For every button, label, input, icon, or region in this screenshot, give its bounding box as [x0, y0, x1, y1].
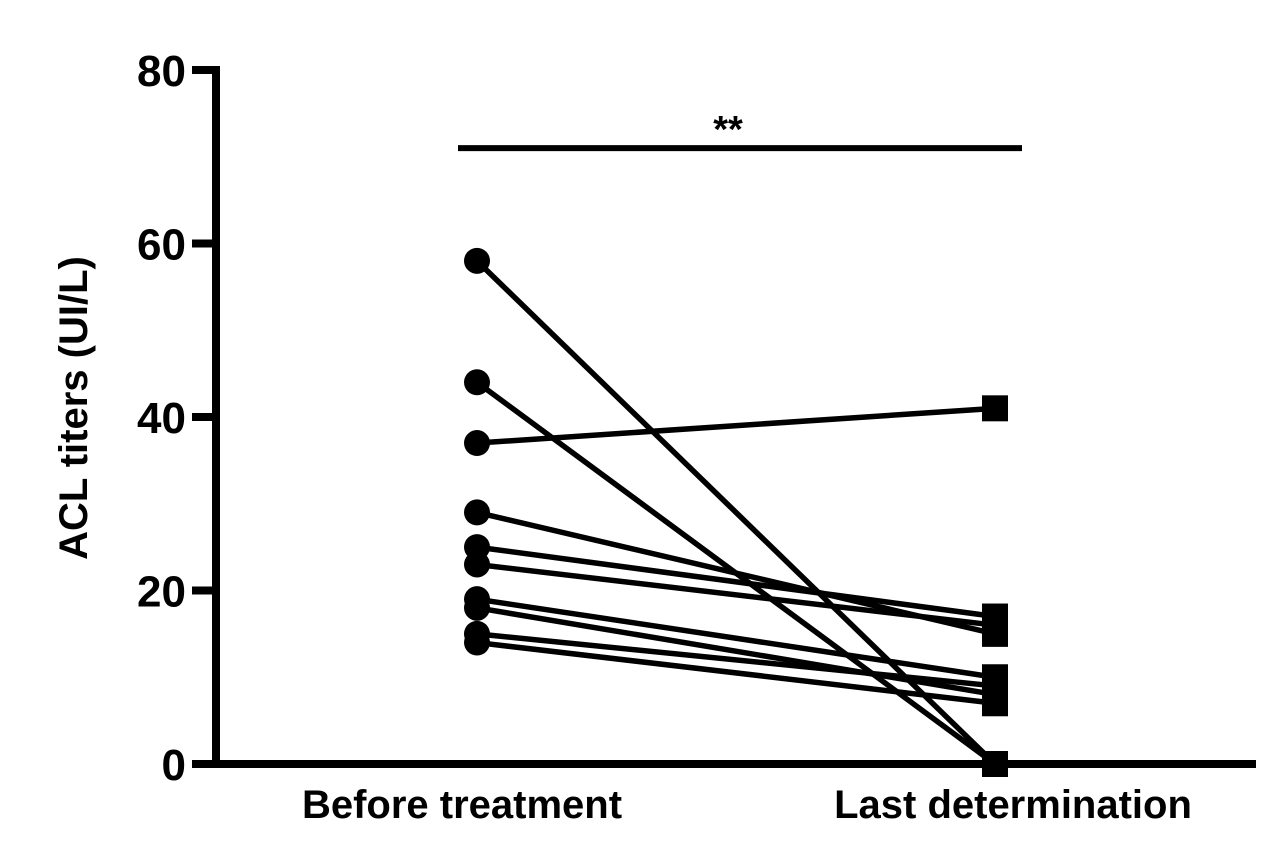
- paired-line: [474, 639, 998, 707]
- before-point: [464, 499, 490, 526]
- before-point: [464, 430, 490, 457]
- y-tick-label: 20: [137, 568, 186, 617]
- paired-line: [474, 596, 998, 680]
- y-tick-label: 60: [137, 221, 186, 270]
- paired-lines-layer: [474, 258, 998, 767]
- x-tick-label-after: Last determination: [834, 783, 1192, 827]
- after-point: [982, 395, 1008, 422]
- before-point: [464, 551, 490, 578]
- before-point: [464, 247, 490, 274]
- paired-line: [474, 544, 998, 620]
- paired-line: [474, 405, 998, 446]
- y-tick-label: 80: [137, 47, 186, 96]
- before-point: [464, 594, 490, 621]
- significance-annotation: **: [458, 109, 1022, 152]
- paired-line: [474, 631, 998, 689]
- y-tick-label: 0: [162, 741, 186, 790]
- y-tick-label: 40: [137, 394, 186, 443]
- paired-line: [474, 605, 998, 698]
- before-point: [464, 629, 490, 656]
- significance-label: **: [713, 109, 743, 151]
- paired-line: [474, 258, 998, 767]
- y-axis-title: ACL titers (UI/L): [52, 256, 96, 560]
- y-ticks: 0 20 40 60 80: [137, 47, 216, 790]
- after-point: [982, 690, 1008, 717]
- x-tick-label-before: Before treatment: [302, 783, 622, 827]
- after-point: [982, 612, 1008, 639]
- paired-line: [474, 561, 998, 628]
- before-point: [464, 369, 490, 396]
